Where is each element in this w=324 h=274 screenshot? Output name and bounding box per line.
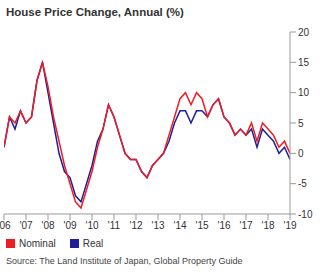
- svg-text:-5: -5: [298, 178, 307, 189]
- svg-text:'17: '17: [239, 220, 252, 231]
- svg-text:'13: '13: [151, 220, 164, 231]
- svg-text:-10: -10: [298, 209, 313, 220]
- svg-text:'18: '18: [261, 220, 274, 231]
- svg-text:20: 20: [298, 27, 310, 38]
- html-text:Real: Real: [82, 237, 104, 249]
- svg-text:'14: '14: [173, 220, 186, 231]
- svg-text:'06: '06: [8, 220, 11, 231]
- svg-text:15: 15: [298, 57, 310, 68]
- html-text:House Price Change, Annual (%): House Price Change, Annual (%): [6, 6, 184, 18]
- svg-text:'09: '09: [63, 220, 76, 231]
- html-text:Nominal: Nominal: [19, 237, 56, 249]
- svg-text:'19: '19: [283, 220, 296, 231]
- svg-text:'16: '16: [217, 220, 230, 231]
- svg-text:'08: '08: [41, 220, 54, 231]
- svg-text:'11: '11: [108, 220, 121, 231]
- html-text:Source: The Land Institute of: Source: The Land Institute of Japan, Glo…: [6, 256, 243, 266]
- svg-text:'15: '15: [195, 220, 208, 231]
- svg-text:5: 5: [298, 118, 304, 129]
- svg-text:'07: '07: [19, 220, 32, 231]
- svg-text:0: 0: [298, 148, 304, 159]
- svg-text:'10: '10: [85, 220, 98, 231]
- svg-text:'12: '12: [129, 220, 142, 231]
- svg-text:10: 10: [298, 87, 310, 98]
